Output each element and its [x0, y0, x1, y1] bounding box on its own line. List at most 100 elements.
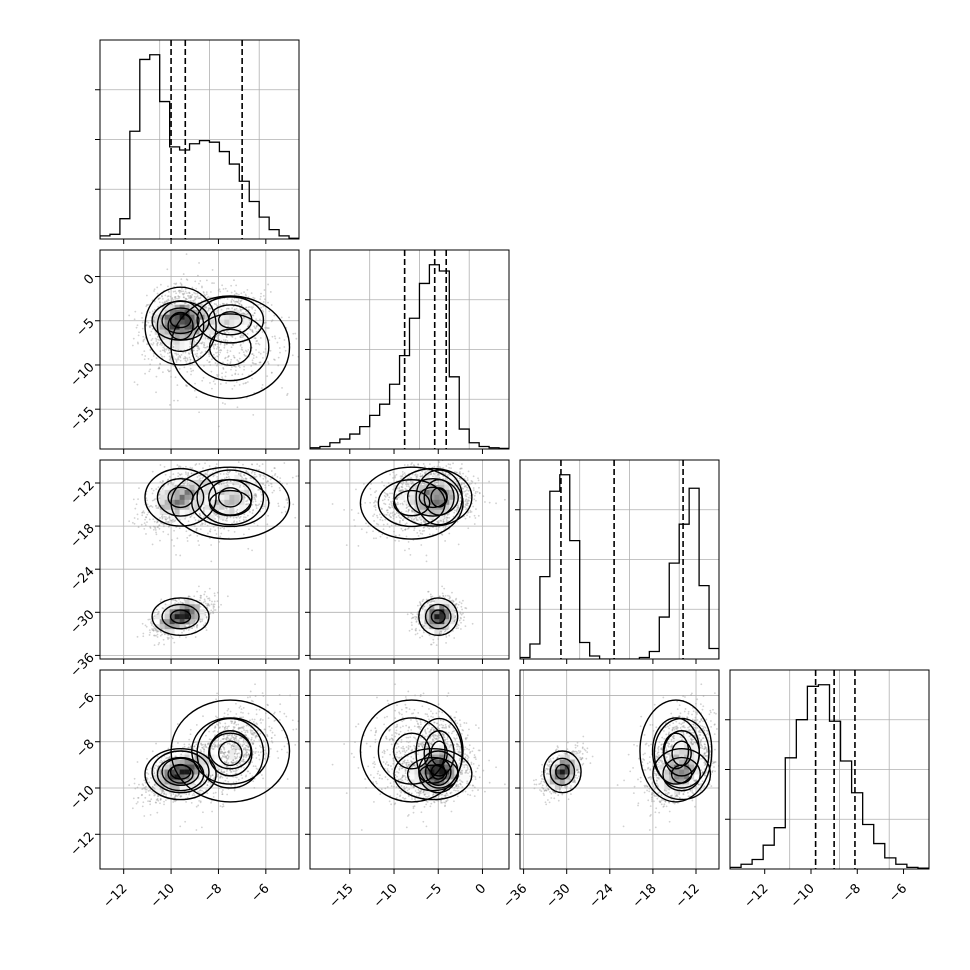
density-cell-3-1-20-22 — [419, 769, 425, 775]
density-cell-2-1-9-26 — [439, 504, 445, 511]
scatter-point-2-1-1508 — [433, 465, 436, 468]
scatter-point-3-0-4950 — [224, 751, 227, 754]
scatter-point-1-0-3882 — [177, 357, 180, 360]
density-cell-1-0-18-13 — [164, 339, 170, 345]
scatter-point-2-0-5252 — [158, 524, 161, 527]
scatter-point-2-0-2626 — [208, 456, 210, 458]
scatter-point-1-0-3930 — [199, 342, 201, 345]
scatter-point-2-1-3980 — [416, 474, 419, 476]
scatter-point-3-0-4304 — [151, 790, 153, 793]
scatter-point-2-0-3902 — [184, 625, 187, 628]
scatter-point-3-0-1928 — [247, 746, 249, 748]
scatter-point-3-0-3134 — [247, 745, 249, 748]
scatter-point-2-0-2284 — [253, 493, 256, 496]
scatter-point-2-1-5856 — [435, 481, 438, 484]
scatter-point-2-1-4834 — [365, 531, 368, 534]
scatter-point-3-0-1886 — [270, 740, 273, 743]
density-cell-2-0-8-23 — [214, 499, 220, 506]
scatter-point-3-0-2056 — [231, 761, 234, 764]
scatter-point-3-0-4774 — [219, 775, 222, 778]
scatter-point-2-1-506 — [413, 529, 415, 532]
scatter-point-2-0-2052 — [269, 482, 272, 485]
scatter-point-2-0-1752 — [255, 507, 258, 510]
scatter-point-2-0-4574 — [186, 483, 189, 486]
scatter-point-3-1-1558 — [420, 743, 423, 746]
scatter-point-2-1-2374 — [467, 502, 469, 505]
scatter-point-1-0-3888 — [244, 382, 247, 385]
scatter-point-2-0-2512 — [233, 530, 236, 533]
scatter-point-2-1-3198 — [416, 616, 419, 619]
scatter-point-2-0-162 — [198, 474, 201, 477]
scatter-point-3-0-4658 — [224, 722, 227, 725]
scatter-point-3-0-280 — [240, 711, 242, 714]
scatter-point-2-1-5046 — [384, 518, 387, 521]
scatter-point-2-1-5544 — [477, 479, 480, 482]
scatter-point-3-0-154 — [246, 696, 249, 699]
scatter-point-1-0-2854 — [198, 411, 200, 414]
scatter-point-3-1-1708 — [453, 737, 455, 739]
density-cell-2-0-9-28 — [239, 504, 245, 511]
density-cell-2-0-31-15 — [174, 614, 180, 620]
scatter-point-1-0-4950 — [224, 375, 227, 378]
scatter-point-3-0-4830 — [245, 774, 248, 777]
scatter-point-3-0-910 — [199, 800, 202, 803]
scatter-point-2-0-5608 — [203, 509, 205, 512]
scatter-point-2-1-1788 — [407, 483, 410, 486]
scatter-point-1-0-4382 — [212, 380, 215, 383]
scatter-point-1-0-1300 — [185, 278, 188, 281]
scatter-point-3-1-2242 — [444, 742, 447, 745]
scatter-point-1-0-3894 — [262, 310, 265, 313]
scatter-point-2-0-5060 — [186, 482, 189, 485]
scatter-point-2-1-5258 — [426, 455, 428, 457]
scatter-point-2-0-5370 — [199, 594, 202, 597]
scatter-point-2-0-3526 — [193, 595, 196, 598]
density-cell-2-0-10-19 — [194, 509, 200, 516]
scatter-point-3-0-4100 — [259, 718, 262, 720]
density-cell-2-1-7-28 — [449, 494, 455, 501]
scatter-point-3-0-5902 — [286, 751, 289, 754]
scatter-point-1-0-1582 — [145, 320, 148, 323]
density-cell-3-0-20-19 — [194, 769, 200, 775]
scatter-point-2-1-5730 — [442, 628, 444, 631]
scatter-point-3-1-276 — [425, 732, 427, 735]
density-cell-1-0-15-13 — [164, 324, 170, 330]
density-cell-3-0-18-15 — [174, 759, 180, 765]
scatter-point-3-0-5238 — [219, 776, 222, 779]
scatter-point-1-0-5296 — [205, 346, 208, 349]
scatter-point-1-0-4376 — [159, 342, 162, 344]
scatter-point-3-0-5324 — [273, 711, 276, 714]
scatter-point-1-0-3264 — [209, 307, 212, 310]
scatter-point-1-0-4778 — [227, 307, 229, 310]
scatter-point-3-0-2926 — [226, 757, 229, 760]
scatter-point-3-0-2506 — [146, 757, 148, 760]
panel-3-0: −12−10−8−6−12 −10 −8 −6 — [68, 669, 300, 911]
scatter-point-3-0-2064 — [243, 760, 246, 763]
scatter-point-3-0-5752 — [232, 736, 234, 739]
scatter-point-2-0-2428 — [156, 636, 159, 638]
density-cell-2-0-9-21 — [204, 504, 210, 511]
scatter-point-3-0-1060 — [251, 729, 254, 732]
scatter-point-1-0-1252 — [200, 351, 203, 354]
scatter-point-2-0-4304 — [151, 628, 153, 630]
density-cell-2-0-4-15 — [174, 479, 180, 486]
scatter-point-3-1-2020 — [466, 768, 469, 770]
scatter-point-3-1-128 — [425, 795, 427, 798]
scatter-point-2-1-5606 — [374, 506, 377, 509]
scatter-point-3-0-3752 — [147, 790, 150, 792]
scatter-point-3-0-1188 — [240, 760, 243, 763]
scatter-point-2-0-2340 — [208, 597, 211, 600]
scatter-point-3-0-12 — [250, 699, 253, 702]
scatter-point-2-1-1624 — [448, 532, 451, 535]
scatter-point-1-0-5836 — [259, 361, 262, 364]
scatter-point-1-0-1942 — [134, 310, 137, 313]
density-cell-2-0-10-24 — [219, 509, 225, 516]
scatter-point-3-1-1964 — [417, 791, 420, 794]
scatter-point-2-1-2978 — [462, 482, 465, 485]
scatter-point-3-1-1078 — [440, 723, 443, 726]
scatter-point-2-0-670 — [169, 519, 171, 521]
scatter-point-2-0-2932 — [168, 525, 171, 528]
scatter-point-3-0-3082 — [230, 784, 233, 787]
scatter-point-2-0-3444 — [152, 628, 155, 631]
density-cell-3-0-16-23 — [214, 749, 220, 755]
scatter-point-2-1-134 — [391, 492, 393, 495]
